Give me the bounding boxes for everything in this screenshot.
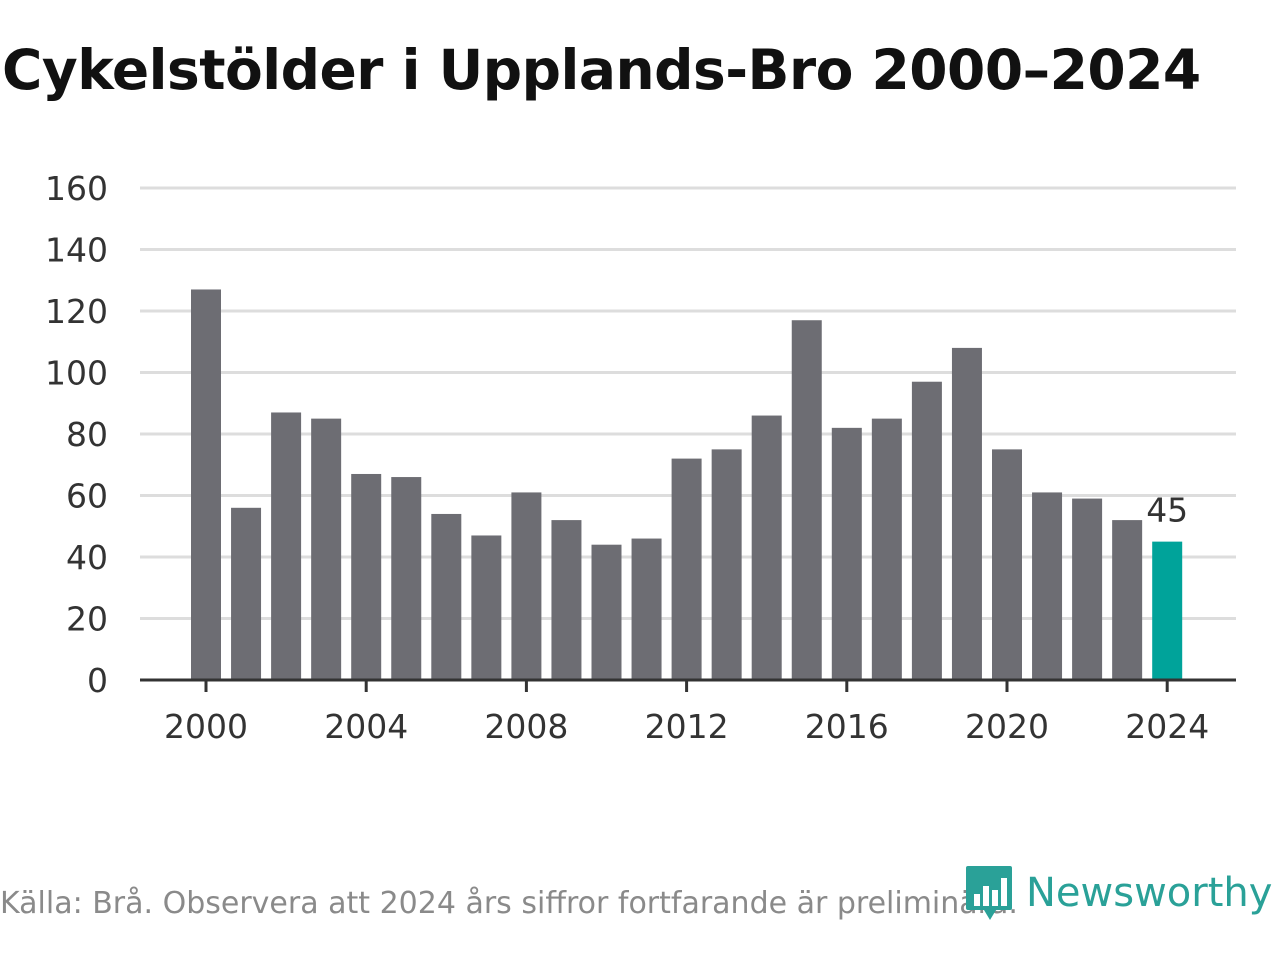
bar-chart-logo-icon [966,866,1012,920]
x-tick-label: 2004 [324,707,408,746]
bar-2002 [271,412,302,680]
bar-2012 [671,458,702,680]
bar-2000 [191,289,221,680]
y-tick-label: 100 [45,354,108,393]
bar-2018 [911,381,942,680]
bar-2022 [1072,498,1103,680]
bar-2015 [791,320,822,680]
x-tick-label: 2024 [1125,707,1209,746]
bar-2010 [591,544,622,680]
bar-2008 [511,492,542,680]
bar-2006 [431,513,462,680]
labels: 0 20 40 60 80 100 120 140 160 2000 2004 2008 2012 201… [45,169,1209,746]
y-tick-label: 0 [87,661,108,700]
bar-2016 [831,427,862,680]
bar-2024 [1152,541,1183,680]
data-label: 45 [1146,491,1188,530]
axes [140,678,1236,692]
newsworthy-logo[interactable]: Newsworthy [964,864,1272,922]
y-tick-label: 140 [45,231,108,270]
bar-2011 [631,538,662,680]
bar-2019 [951,347,982,680]
x-tick-label: 2020 [965,707,1049,746]
x-tick-label: 2016 [805,707,889,746]
x-tick-label: 2000 [164,707,248,746]
bar-2017 [871,418,902,680]
y-tick-label: 20 [66,600,108,639]
bar-2003 [311,418,342,680]
chart-title: Cykelstölder i Upplands-Bro 2000–2024 [2,38,1201,102]
bar-2021 [1032,492,1063,680]
bar-2020 [992,449,1022,680]
bars [191,289,1183,680]
y-tick-label: 40 [66,538,108,577]
bar-2023 [1112,520,1143,680]
bar-2001 [231,507,262,680]
bar-2007 [471,535,502,680]
bar-2013 [711,449,742,680]
x-tick-label: 2012 [645,707,729,746]
x-tick-label: 2008 [484,707,568,746]
y-tick-label: 160 [45,169,108,208]
source-note: Källa: Brå. Observera att 2024 års siffr… [0,886,1018,921]
bar-2005 [391,477,422,680]
brand-name: Newsworthy [1026,870,1273,916]
y-tick-label: 60 [66,477,108,516]
y-tick-label: 80 [66,415,108,454]
y-tick-label: 120 [45,292,108,331]
bar-2004 [351,473,382,680]
bar-2009 [551,520,582,680]
bar-2014 [751,415,782,680]
